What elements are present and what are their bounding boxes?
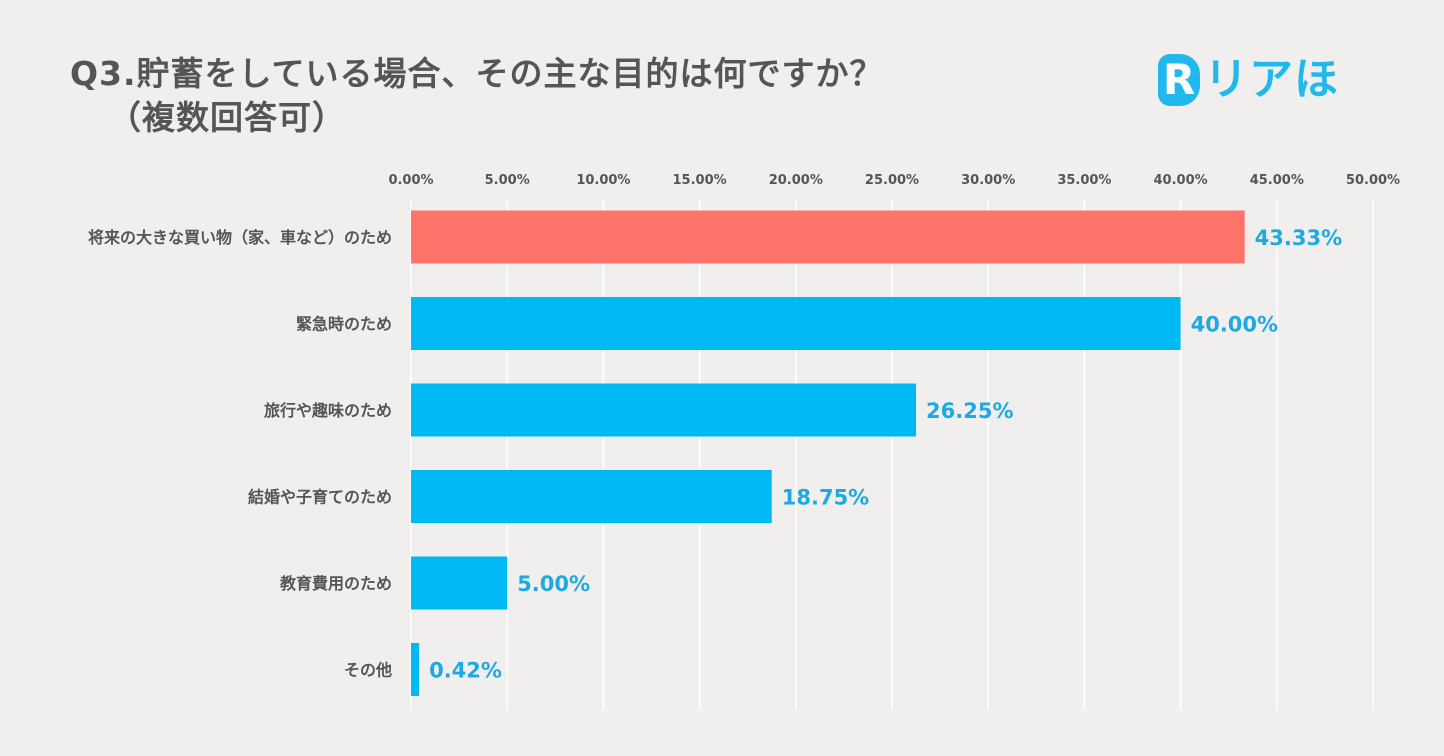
x-tick-label: 10.00% [576,173,630,188]
bar [411,210,1245,264]
value-label: 0.42% [429,659,502,683]
x-tick-label: 25.00% [865,173,919,188]
x-tick-label: 20.00% [769,173,823,188]
brand-logo: R リアほ [1158,54,1339,106]
category-label: その他 [344,661,392,680]
x-tick-label: 40.00% [1154,173,1208,188]
bar [411,297,1181,350]
bar [411,470,772,523]
value-label: 43.33% [1255,226,1342,250]
chart-title-line2: （複数回答可） [108,98,346,137]
value-label: 5.00% [517,572,590,596]
x-tick-label: 50.00% [1346,173,1400,188]
x-tick-label: 35.00% [1057,173,1111,188]
value-label: 26.25% [926,399,1013,423]
category-label: 将来の大きな買い物（家、車など）のため [88,228,392,247]
category-label: 結婚や子育てのため [248,488,392,507]
x-tick-label: 15.00% [673,173,727,188]
x-tick-label: 0.00% [388,173,433,188]
x-tick-label: 5.00% [485,173,530,188]
category-label: 旅行や趣味のため [264,401,392,420]
bar [411,556,508,610]
x-tick-label: 45.00% [1250,173,1304,188]
chart-title: Q3.貯蓄をしている場合、その主な目的は何ですか？ （複数回答可） [70,52,884,140]
chart-title-line1: Q3.貯蓄をしている場合、その主な目的は何ですか？ [70,54,884,93]
value-label: 18.75% [782,486,869,510]
value-label: 40.00% [1191,313,1278,337]
x-tick-label: 30.00% [961,173,1015,188]
category-label: 教育費用のため [280,574,392,593]
category-label: 緊急時のため [296,315,392,334]
logo-text: リアほ [1204,54,1339,105]
logo-r-icon: R [1158,54,1200,106]
bar [411,383,917,437]
bar [411,643,420,696]
